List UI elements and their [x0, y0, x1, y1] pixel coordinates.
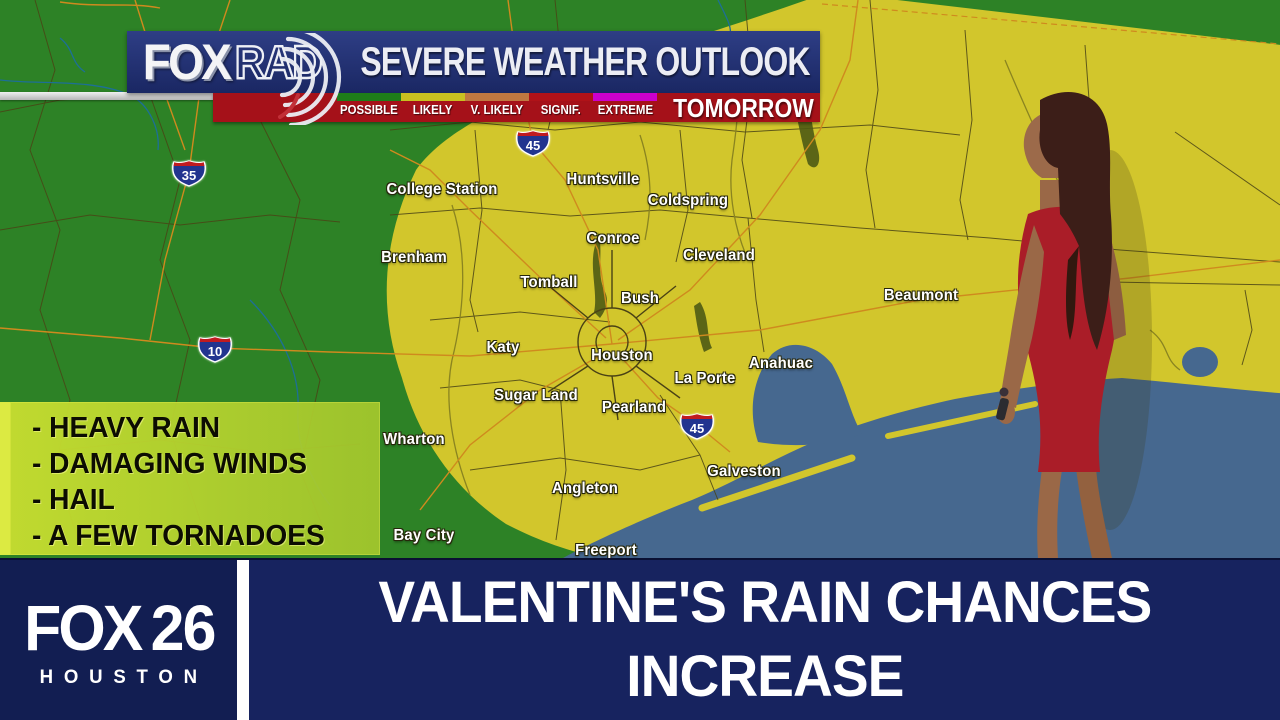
foxrad-logo-fox: FOX — [142, 34, 232, 90]
presenter-bracelet — [999, 387, 1009, 397]
risk-label: V. LIKELY — [470, 102, 524, 117]
lower-third-divider — [237, 560, 249, 720]
threat-item: - DAMAGING WINDS — [32, 448, 308, 480]
banner-accent-line — [0, 92, 213, 100]
risk-label: POSSIBLE — [340, 102, 398, 117]
foxrad-logo-rad: RAD — [233, 35, 323, 89]
galveston-bay — [752, 344, 862, 446]
headline-line-1: VALENTINE'S RAIN CHANCES — [377, 570, 1152, 635]
timeframe-label: TOMORROW — [673, 93, 814, 123]
risk-legend-item: SIGNIF. — [529, 93, 593, 117]
threat-panel-edge — [0, 402, 10, 555]
risk-label: EXTREME — [597, 102, 653, 117]
station-logo-city: HOUSTON — [39, 667, 209, 688]
risk-label: SIGNIF. — [540, 102, 582, 117]
station-logo: FOX 26 HOUSTON — [0, 560, 237, 720]
risk-legend-item: POSSIBLE — [337, 93, 401, 117]
foxrad-logo: FOX RAD — [139, 34, 324, 90]
galveston-island — [698, 454, 856, 512]
outlook-legend-bar: POSSIBLE LIKELY V. LIKELY SIGNIF. EXTREME TO… — [213, 93, 820, 123]
foxrad-banner: FOX RAD SEVERE WEATHER OUTLOOK — [127, 31, 820, 93]
threat-item: - HAIL — [32, 484, 115, 516]
station-logo-fox: FOX — [23, 592, 143, 664]
risk-swatch — [401, 93, 465, 101]
risk-legend-item: V. LIKELY — [465, 93, 529, 117]
threat-item: - HEAVY RAIN — [32, 412, 221, 444]
houston-loop-roads — [547, 250, 681, 421]
risk-swatch — [465, 93, 529, 101]
threat-item: - A FEW TORNADOES — [32, 520, 325, 552]
lower-third-banner: FOX 26 HOUSTON VALENTINE'S RAIN CHANCES … — [0, 558, 1280, 720]
threat-list-panel: - HEAVY RAIN - DAMAGING WINDS - HAIL - A… — [10, 402, 380, 555]
headline-line-2: INCREASE — [625, 644, 904, 709]
presenter-hair — [1039, 92, 1112, 350]
headline: VALENTINE'S RAIN CHANCES INCREASE — [249, 560, 1280, 720]
risk-swatch — [337, 93, 401, 101]
risk-legend-item: LIKELY — [401, 93, 465, 117]
station-logo-number: 26 — [150, 592, 217, 664]
risk-legend-item: EXTREME — [593, 93, 657, 117]
weather-presenter — [996, 92, 1152, 558]
risk-swatch — [529, 93, 593, 101]
risk-swatch — [593, 93, 657, 101]
risk-legend: POSSIBLE LIKELY V. LIKELY SIGNIF. EXTREME — [337, 93, 657, 117]
risk-label: LIKELY — [413, 102, 453, 117]
banner-title: SEVERE WEATHER OUTLOOK — [360, 40, 811, 84]
presenter-clicker — [996, 397, 1009, 421]
sabine-lake — [1182, 347, 1218, 377]
